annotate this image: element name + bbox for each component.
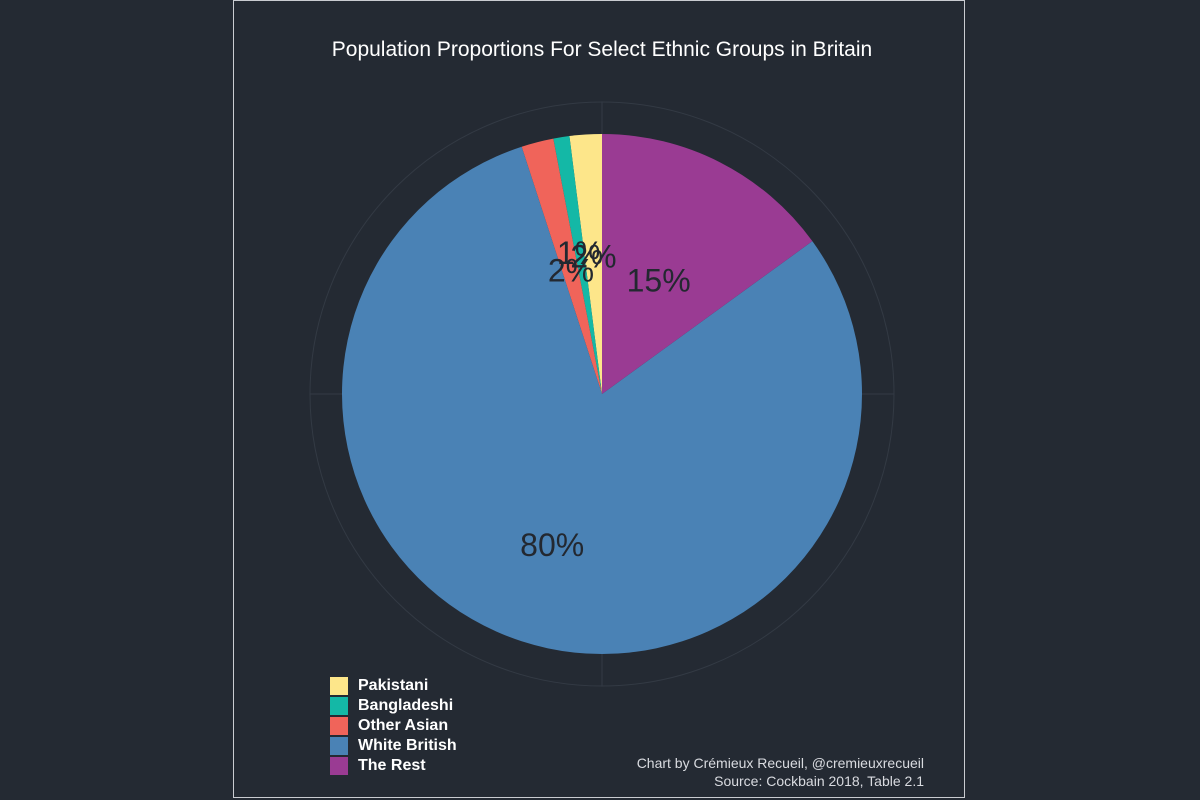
legend-label: The Rest [358,757,426,774]
legend: Pakistani Bangladeshi Other Asian White … [330,676,457,776]
legend-item-white-british: White British [330,736,457,756]
caption-source: Source: Cockbain 2018, Table 2.1 [714,773,924,789]
chart-caption: Chart by Crémieux Recueil, @cremieuxrecu… [637,754,924,790]
pie-value-label: 80% [520,527,584,563]
legend-swatch [330,677,348,695]
legend-item-pakistani: Pakistani [330,676,457,696]
pie-value-labels: 2%1%2% 80% 15% [520,235,691,563]
legend-swatch [330,697,348,715]
legend-label: Bangladeshi [358,697,454,714]
pie-slice-white-british [341,146,862,654]
pie-value-label: 15% [627,262,691,298]
pie-slices [341,134,862,654]
chart-title: Population Proportions For Select Ethnic… [332,38,872,61]
legend-item-bangladeshi: Bangladeshi [330,696,457,716]
caption-credit: Chart by Crémieux Recueil, @cremieuxrecu… [636,755,924,771]
legend-item-other-asian: Other Asian [330,716,457,736]
pie-value-label: 2% [570,239,616,275]
legend-swatch [330,757,348,775]
legend-label: Pakistani [358,677,429,694]
legend-item-the-rest: The Rest [330,756,457,776]
pie-slice-pakistani [569,134,602,394]
legend-label: White British [358,737,457,754]
pie-slice-the-rest [602,134,813,394]
pie-value-label: 2% [548,253,594,289]
legend-label: Other Asian [358,717,449,734]
pie-slice-bangladeshi [553,136,602,394]
legend-swatch [330,717,348,735]
pie-slice-other-asian [521,138,602,394]
legend-swatch [330,737,348,755]
pie-value-label: 1% [557,235,603,271]
